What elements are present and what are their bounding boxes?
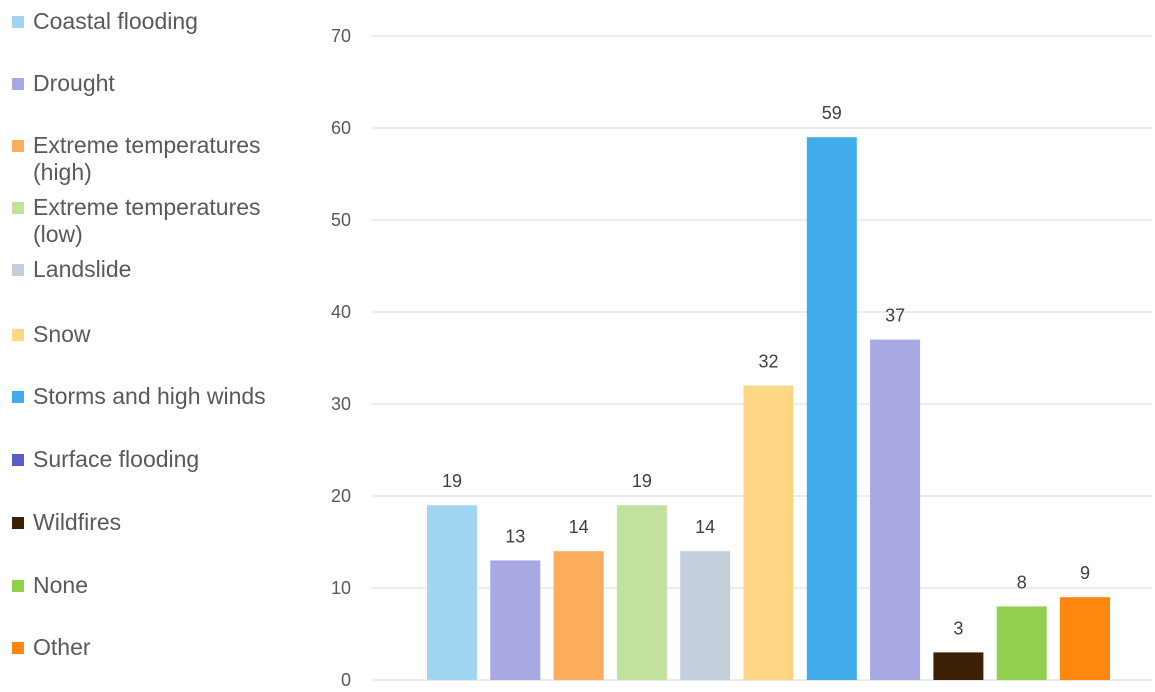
legend-swatch <box>12 264 24 276</box>
bar-snow <box>743 385 794 680</box>
legend-item-snow: Snow <box>12 321 312 348</box>
y-tick-label: 60 <box>331 118 351 138</box>
bar-none <box>996 606 1047 680</box>
legend-label: Storms and high winds <box>33 383 266 409</box>
bar-wildfires <box>933 652 984 680</box>
bar-storms-and-high-winds <box>806 137 857 680</box>
legend-swatch <box>12 16 24 28</box>
y-tick-label: 20 <box>331 486 351 506</box>
y-tick-label: 50 <box>331 210 351 230</box>
data-label: 19 <box>442 471 462 491</box>
bar-other <box>1060 597 1110 680</box>
bar-extreme-temperatures-high <box>553 551 604 680</box>
data-label: 13 <box>505 526 525 546</box>
legend-label: Snow <box>33 321 91 347</box>
legend-swatch <box>12 202 24 214</box>
data-label: 8 <box>1017 572 1027 592</box>
legend-label: Drought <box>33 70 115 96</box>
legend-label: None <box>33 572 88 598</box>
legend-swatch <box>12 140 24 152</box>
legend-label: Coastal flooding <box>33 8 198 34</box>
bar-surface-flooding <box>870 339 921 680</box>
y-axis-tick-labels: 0 10 20 30 40 50 60 70 <box>331 26 351 690</box>
legend-label: Landslide <box>33 256 132 282</box>
legend-swatch <box>12 329 24 341</box>
legend-label: Extreme temperatures (high) <box>33 132 261 185</box>
y-tick-label: 70 <box>331 26 351 46</box>
bar-coastal-flooding <box>427 505 477 680</box>
legend-swatch <box>12 391 24 403</box>
bar-landslide <box>680 551 731 680</box>
y-tick-label: 0 <box>341 670 351 690</box>
legend-item-drought: Drought <box>12 70 312 97</box>
legend-item-other: Other <box>12 634 312 661</box>
y-tick-label: 30 <box>331 394 351 414</box>
data-label: 3 <box>953 618 963 638</box>
legend-item-extreme-temperatures-high: Extreme temperatures (high) <box>12 132 312 186</box>
data-label: 32 <box>758 352 778 372</box>
legend-item-extreme-temperatures-low: Extreme temperatures (low) <box>12 194 312 248</box>
legend-item-none: None <box>12 572 312 599</box>
data-label: 14 <box>695 517 715 537</box>
legend-label: Other <box>33 634 91 660</box>
data-label: 59 <box>822 103 842 123</box>
data-label: 37 <box>885 306 905 326</box>
chart-legend: Coastal flooding Drought Extreme tempera… <box>0 0 320 692</box>
legend-swatch <box>12 580 24 592</box>
legend-item-surface-flooding: Surface flooding <box>12 446 312 473</box>
legend-swatch <box>12 517 24 529</box>
legend-item-wildfires: Wildfires <box>12 509 312 536</box>
y-tick-label: 10 <box>331 578 351 598</box>
legend-swatch <box>12 78 24 90</box>
legend-label: Surface flooding <box>33 446 200 472</box>
legend-item-landslide: Landslide <box>12 256 312 283</box>
legend-swatch <box>12 642 24 654</box>
y-tick-label: 40 <box>331 302 351 322</box>
legend-label: Wildfires <box>33 509 122 535</box>
bars <box>427 137 1110 680</box>
legend-item-storms-and-high-winds: Storms and high winds <box>12 383 312 410</box>
data-label: 14 <box>569 517 589 537</box>
legend-item-coastal-flooding: Coastal flooding <box>12 8 312 35</box>
data-label: 9 <box>1080 563 1090 583</box>
bar-drought <box>490 560 541 680</box>
data-label: 19 <box>632 471 652 491</box>
legend-swatch <box>12 454 24 466</box>
data-labels: 19 13 14 19 14 32 59 37 3 8 9 <box>442 103 1090 638</box>
bar-extreme-temperatures-low <box>616 505 667 680</box>
legend-label: Extreme temperatures (low) <box>33 194 261 247</box>
